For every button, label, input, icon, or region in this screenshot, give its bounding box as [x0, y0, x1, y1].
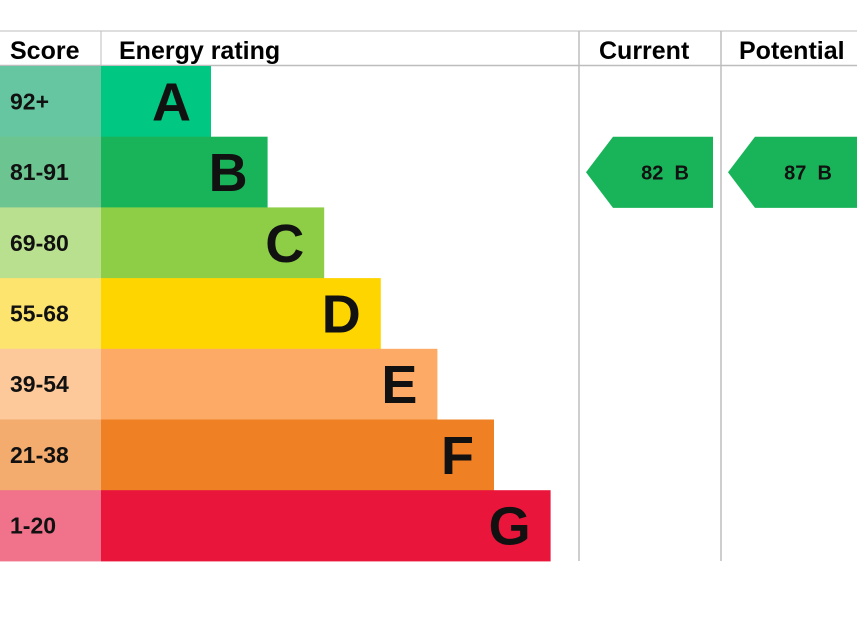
score-label-d: 55-68	[10, 300, 69, 326]
score-cell-g	[0, 490, 101, 562]
energy-rating-header: Energy rating	[119, 37, 280, 65]
current-header: Current	[599, 37, 690, 65]
band-letter-b: B	[209, 143, 248, 203]
band-bar-c	[101, 207, 325, 279]
band-letter-a: A	[152, 72, 191, 132]
band-bar-f	[101, 419, 494, 491]
score-cell-f	[0, 419, 101, 491]
score-label-e: 39-54	[10, 371, 69, 397]
current-arrow	[586, 136, 713, 208]
score-cell-e	[0, 348, 101, 420]
score-cell-a	[0, 66, 101, 138]
rating-bands: 92+ A 81-91 B 69-80 C 55-68 D 39-54 E 21-38 F 1-20 G	[0, 66, 551, 562]
score-cell-c	[0, 207, 101, 279]
score-cell-d	[0, 278, 101, 350]
rating-arrows: 82 B 87 B	[586, 136, 857, 208]
band-bar-e	[101, 348, 438, 420]
band-bar-d	[101, 278, 381, 350]
score-label-g: 1-20	[10, 513, 56, 539]
potential-header: Potential	[739, 37, 845, 65]
band-letter-f: F	[441, 426, 474, 486]
score-label-b: 81-91	[10, 159, 69, 185]
score-label-a: 92+	[10, 88, 49, 114]
band-bar-a	[101, 66, 211, 138]
band-bar-b	[101, 136, 268, 208]
score-cell-b	[0, 136, 101, 208]
band-letter-d: D	[322, 284, 361, 344]
potential-rating-label: 87 B	[784, 162, 832, 184]
band-letter-g: G	[489, 497, 531, 557]
score-header: Score	[10, 37, 80, 65]
potential-arrow	[728, 136, 857, 208]
band-bar-g	[101, 490, 551, 562]
score-label-c: 69-80	[10, 230, 69, 256]
band-letter-e: E	[381, 355, 417, 415]
current-rating-label: 82 B	[641, 162, 689, 184]
score-label-f: 21-38	[10, 442, 69, 468]
band-letter-c: C	[265, 214, 304, 274]
